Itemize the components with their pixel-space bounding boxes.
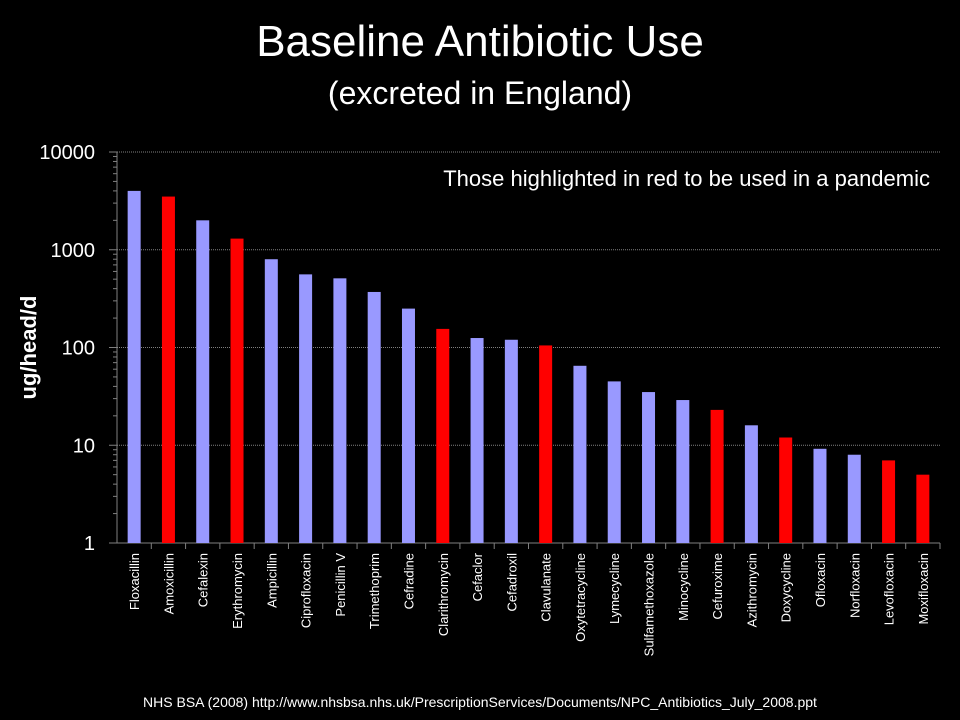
bar-norfloxacin: [847, 454, 861, 543]
bar-floxacillin: [127, 190, 141, 544]
chart-annotation: Those highlighted in red to be used in a…: [443, 166, 930, 191]
x-tick-label: Floxacillin: [127, 553, 142, 610]
bar-lymecycline: [607, 381, 621, 543]
x-tick-label: Cefaclor: [470, 552, 485, 601]
y-tick-label: 100: [62, 338, 95, 360]
x-tick-label: Cefadroxil: [504, 553, 519, 612]
source-footer: NHS BSA (2008) http://www.nhsbsa.nhs.uk/…: [143, 694, 817, 710]
chart-subtitle: (excreted in England): [327, 75, 633, 111]
bar-trimethoprim: [367, 291, 381, 543]
x-tick-label: Penicillin V: [333, 553, 348, 617]
x-tick-label: Ofloxacin: [813, 553, 828, 607]
x-tick-label: Levofloxacin: [882, 553, 897, 625]
bar-cefaclor: [470, 338, 484, 543]
x-tick-label: Minocycline: [676, 553, 691, 621]
x-tick-label: Moxifloxacin: [916, 553, 931, 625]
bar-moxifloxacin: [916, 474, 930, 543]
bar-cefadroxil: [504, 339, 518, 543]
x-tick-label: Clarithromycin: [436, 553, 451, 636]
bar-clavulanate: [539, 345, 553, 543]
x-tick-label: Trimethoprim: [367, 553, 382, 629]
x-tick-label: Lymecycline: [607, 553, 622, 624]
y-tick-label: 10000: [39, 142, 95, 164]
y-axis-label: ug/head/d: [16, 296, 41, 400]
x-tick-label: Ampicillin: [264, 553, 279, 608]
x-tick-label: Cefradine: [401, 553, 416, 609]
bar-oxytetracycline: [573, 365, 587, 543]
bar-erythromycin: [230, 238, 244, 543]
bar-levofloxacin: [882, 460, 896, 543]
x-tick-labels: Floxacillin Amoxicillin Cefalexin Erythromy…: [127, 552, 931, 656]
y-tick-labels: 1 10 100 1000 10000: [39, 142, 95, 555]
bar-cefradine: [401, 308, 415, 543]
bar-doxycycline: [779, 437, 793, 543]
bar-ampicillin: [264, 259, 278, 543]
x-tick-label: Ciprofloxacin: [299, 553, 314, 628]
x-tick-label: Clavulanate: [539, 553, 554, 622]
bars: [127, 190, 930, 544]
bar-minocycline: [676, 400, 690, 543]
chart-title: Baseline Antibiotic Use: [256, 17, 704, 66]
bar-cefuroxime: [710, 409, 724, 543]
bar-amoxicillin: [161, 196, 175, 543]
bar-ciprofloxacin: [299, 274, 313, 543]
y-tick-label: 1: [84, 533, 95, 555]
x-tick-label: Cefuroxime: [710, 553, 725, 619]
bar-cefalexin: [196, 220, 210, 543]
x-tick-label: Erythromycin: [230, 553, 245, 629]
x-tick-label: Sulfamethoxazole: [642, 553, 657, 656]
x-tick-label: Cefalexin: [196, 553, 211, 607]
x-tick-label: Azithromycin: [744, 553, 759, 627]
bar-clarithromycin: [436, 328, 450, 543]
bar-azithromycin: [744, 425, 758, 543]
y-tick-label: 1000: [51, 240, 96, 262]
x-tick-label: Norfloxacin: [847, 553, 862, 618]
y-tick-label: 10: [73, 435, 95, 457]
x-tick-label: Doxycycline: [779, 553, 794, 622]
axes: [109, 151, 941, 549]
x-tick-label: Oxytetracycline: [573, 553, 588, 642]
bar-penicillin-v: [333, 278, 347, 543]
x-tick-label: Amoxicillin: [161, 553, 176, 614]
bar-sulfamethoxazole: [642, 392, 656, 543]
bar-ofloxacin: [813, 448, 827, 543]
